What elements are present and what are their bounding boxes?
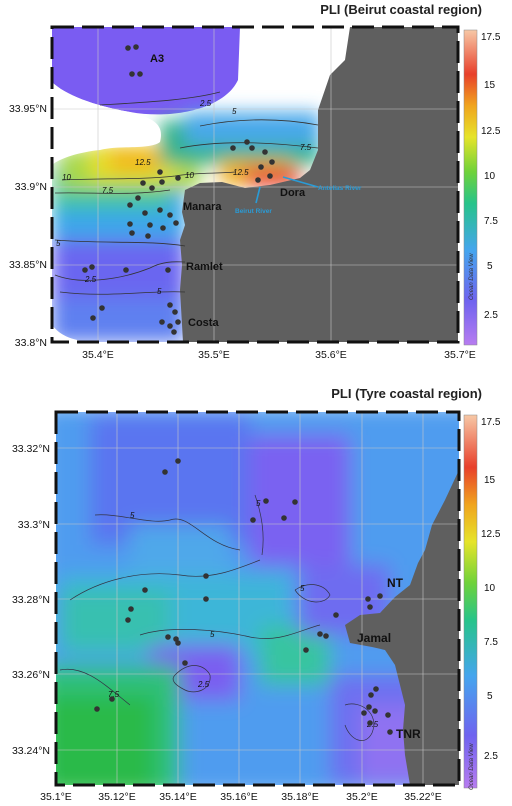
map-title: PLI (Tyre coastal region) — [331, 386, 482, 401]
contour-label: 2.5 — [197, 680, 210, 689]
y-tick-label: 33.26°N — [12, 669, 50, 681]
contour-label: 2.5 — [84, 275, 97, 284]
x-tick-label: 35.4°E — [82, 349, 114, 361]
colorbar-tick: 15 — [484, 80, 496, 91]
tyre-map-panel: PLI (Tyre coastal region) — [12, 386, 501, 803]
label-beirut-river: Beirut River — [235, 208, 272, 215]
label-antelias-river: Antelias River — [318, 185, 362, 192]
label-a3: A3 — [150, 53, 164, 65]
contour-lines — [59, 494, 375, 741]
map-title: PLI (Beirut coastal region) — [320, 2, 482, 17]
y-tick-label: 33.24°N — [12, 745, 50, 757]
contour-label: 5 — [300, 584, 305, 593]
contour-label: 10 — [62, 173, 71, 182]
colorbar-tick: 7.5 — [484, 637, 498, 648]
odv-credit: Ocean Data View — [469, 743, 475, 790]
beirut-map-panel: PLI (Beirut coastal region) — [9, 2, 501, 361]
contour-label: 5 — [56, 239, 61, 248]
pli-field — [56, 412, 459, 785]
colorbar-tick: 12.5 — [481, 529, 501, 540]
label-costa: Costa — [188, 317, 219, 329]
map-frame — [54, 410, 461, 787]
colorbar — [463, 29, 478, 346]
colorbar-tick: 5 — [487, 261, 493, 272]
contour-label: 2.5 — [199, 99, 212, 108]
colorbar-tick: 2.5 — [484, 310, 498, 321]
y-tick-label: 33.9°N — [15, 181, 47, 193]
contour-label: 7.5 — [102, 186, 114, 195]
contour-label: 12.5 — [135, 158, 151, 167]
x-tick-label: 35.12°E — [98, 791, 135, 803]
x-tick-label: 35.14°E — [159, 791, 196, 803]
colorbar-tick: 12.5 — [481, 126, 501, 137]
colorbar-tick: 10 — [484, 171, 496, 182]
label-nt: NT — [387, 576, 404, 590]
y-tick-label: 33.3°N — [18, 519, 50, 531]
sampling-stations — [94, 458, 393, 735]
y-tick-label: 33.8°N — [15, 337, 47, 349]
colorbar — [463, 414, 478, 789]
land-mass — [345, 470, 459, 785]
contour-lines — [54, 91, 319, 295]
x-tick-label: 35.1°E — [40, 791, 72, 803]
sampling-stations — [82, 44, 275, 335]
y-tick-label: 33.95°N — [9, 103, 47, 115]
label-ramlet: Ramlet — [186, 261, 223, 273]
x-tick-label: 35.5°E — [198, 349, 230, 361]
x-tick-label: 35.18°E — [281, 791, 318, 803]
contour-label: 7.5 — [300, 143, 312, 152]
contour-label: 5 — [210, 630, 215, 639]
x-tick-label: 35.16°E — [220, 791, 257, 803]
land-mass — [180, 27, 458, 342]
contour-label: 7.5 — [108, 690, 120, 699]
colorbar-tick: 17.5 — [481, 32, 501, 43]
river-pointers — [255, 176, 319, 204]
contour-label: 5 — [232, 107, 237, 116]
label-dora: Dora — [280, 187, 306, 199]
colorbar-tick: 2.5 — [484, 751, 498, 762]
contour-label: 10 — [185, 171, 194, 180]
odv-credit: Ocean Data View — [469, 253, 475, 300]
label-tnr: TNR — [396, 727, 421, 741]
contour-labels: 2.5 5 7.5 10 12.5 10 7.5 5 2.5 5 12.5 — [56, 99, 312, 296]
colorbar-tick: 5 — [487, 691, 493, 702]
x-tick-label: 35.7°E — [444, 349, 476, 361]
colorbar-tick: 15 — [484, 475, 496, 486]
y-tick-label: 33.28°N — [12, 594, 50, 606]
colorbar-tick: 10 — [484, 583, 496, 594]
x-tick-label: 35.6°E — [315, 349, 347, 361]
colorbar-tick: 7.5 — [484, 216, 498, 227]
contour-label: 5 — [157, 287, 162, 296]
y-tick-label: 33.32°N — [12, 443, 50, 455]
label-manara: Manara — [183, 201, 222, 213]
contour-label: 5 — [256, 499, 261, 508]
contour-label: 12.5 — [233, 168, 249, 177]
x-tick-label: 35.2°E — [346, 791, 378, 803]
graticule — [56, 412, 459, 785]
graticule — [52, 27, 458, 342]
x-tick-label: 35.22°E — [404, 791, 441, 803]
contour-label: 5 — [130, 511, 135, 520]
label-jamal: Jamal — [357, 631, 391, 645]
y-tick-label: 33.85°N — [9, 259, 47, 271]
colorbar-tick: 17.5 — [481, 417, 501, 428]
